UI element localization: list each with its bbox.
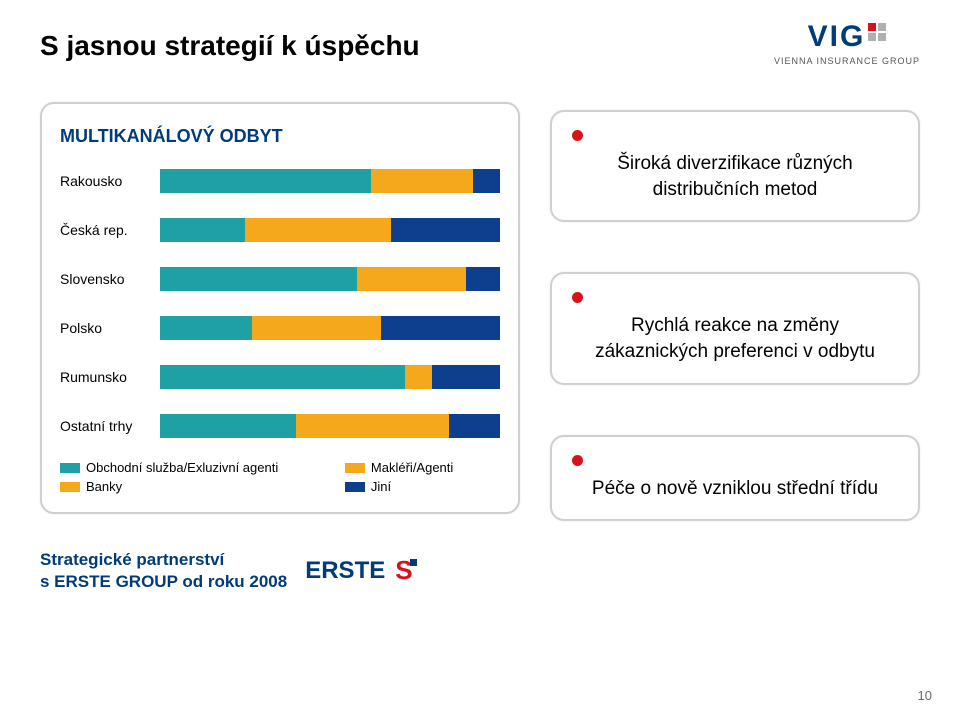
logo-sq bbox=[868, 23, 876, 31]
chart-bar-segment bbox=[381, 316, 500, 340]
chart-bar-segment bbox=[160, 169, 371, 193]
chart-bar-segment bbox=[160, 267, 357, 291]
erste-logo: ERSTE S bbox=[305, 557, 419, 585]
chart-category-label: Ostatní trhy bbox=[60, 418, 160, 434]
chart-category-label: Rakousko bbox=[60, 173, 160, 189]
chart-bar bbox=[160, 365, 500, 389]
partner-row: Strategické partnerství s ERSTE GROUP od… bbox=[40, 549, 920, 593]
erste-text: ERSTE bbox=[305, 557, 385, 585]
callout-box: Rychlá reakce na změny zákaznických pref… bbox=[550, 272, 920, 384]
chart-bar-segment bbox=[405, 365, 432, 389]
legend-label: Banky bbox=[86, 479, 122, 494]
partner-line1: Strategické partnerství bbox=[40, 550, 224, 569]
chart-category-label: Rumunsko bbox=[60, 369, 160, 385]
chart-bar-segment bbox=[391, 218, 500, 242]
chart-heading: MULTIKANÁLOVÝ ODBYT bbox=[60, 126, 500, 147]
legend-swatch bbox=[60, 463, 80, 473]
chart-bar-segment bbox=[371, 169, 473, 193]
legend-item: Obchodní služba/Exluzivní agenti bbox=[60, 460, 325, 475]
chart-legend: Obchodní služba/Exluzivní agenti Makléři/… bbox=[60, 460, 500, 494]
erste-dot bbox=[410, 559, 417, 566]
legend-item: Jiní bbox=[345, 479, 500, 494]
chart-panel: MULTIKANÁLOVÝ ODBYT Rakousko Česká rep. Sl… bbox=[40, 102, 520, 514]
legend-swatch bbox=[345, 482, 365, 492]
callouts-column: Široká diverzifikace různých distribuční… bbox=[550, 102, 920, 521]
chart-bar-segment bbox=[160, 365, 405, 389]
slide: S jasnou strategií k úspěchu VIG VIENNA … bbox=[0, 0, 960, 718]
chart-category-label: Slovensko bbox=[60, 271, 160, 287]
callout-box: Péče o nově vzniklou střední třídu bbox=[550, 435, 920, 522]
legend-label: Makléři/Agenti bbox=[371, 460, 453, 475]
logo-text: VIG bbox=[808, 20, 866, 54]
chart-body: Rakousko Česká rep. Slovensko Polsko Rumunsk… bbox=[60, 169, 500, 438]
callout-text: Rychlá reakce na změny zákaznických pref… bbox=[572, 313, 898, 364]
vig-logo: VIG VIENNA INSURANCE GROUP bbox=[774, 20, 920, 66]
content-row: MULTIKANÁLOVÝ ODBYT Rakousko Česká rep. Sl… bbox=[40, 102, 920, 521]
callout-text: Péče o nově vzniklou střední třídu bbox=[572, 476, 898, 502]
chart-bar-segment bbox=[449, 414, 500, 438]
chart-bar-segment bbox=[473, 169, 500, 193]
legend-item: Makléři/Agenti bbox=[345, 460, 500, 475]
partner-text: Strategické partnerství s ERSTE GROUP od… bbox=[40, 549, 287, 593]
legend-swatch bbox=[345, 463, 365, 473]
chart-bar-segment bbox=[160, 316, 252, 340]
chart-bar bbox=[160, 267, 500, 291]
chart-bar-segment bbox=[466, 267, 500, 291]
logo-main: VIG bbox=[808, 20, 887, 54]
chart-category-label: Česká rep. bbox=[60, 222, 160, 238]
chart-bar bbox=[160, 218, 500, 242]
legend-label: Obchodní služba/Exluzivní agenti bbox=[86, 460, 278, 475]
chart-bar-segment bbox=[160, 414, 296, 438]
chart-category-label: Polsko bbox=[60, 320, 160, 336]
logo-sq bbox=[868, 33, 876, 41]
page-number: 10 bbox=[918, 688, 932, 703]
chart-bar bbox=[160, 316, 500, 340]
callout-text: Široká diverzifikace různých distribuční… bbox=[572, 151, 898, 202]
logo-sq bbox=[878, 23, 886, 31]
bullet-icon bbox=[572, 292, 583, 303]
partner-line2: s ERSTE GROUP od roku 2008 bbox=[40, 572, 287, 591]
logo-subtext: VIENNA INSURANCE GROUP bbox=[774, 56, 920, 66]
chart-bar-segment bbox=[252, 316, 381, 340]
logo-squares-icon bbox=[868, 23, 886, 41]
legend-item: Banky bbox=[60, 479, 325, 494]
chart-bar-segment bbox=[245, 218, 391, 242]
chart-bar bbox=[160, 414, 500, 438]
legend-swatch bbox=[60, 482, 80, 492]
chart-bar-segment bbox=[160, 218, 245, 242]
chart-bar bbox=[160, 169, 500, 193]
chart-bar-segment bbox=[357, 267, 466, 291]
chart-bar-segment bbox=[296, 414, 449, 438]
callout-box: Široká diverzifikace různých distribuční… bbox=[550, 110, 920, 222]
legend-label: Jiní bbox=[371, 479, 391, 494]
erste-mark-icon: S bbox=[391, 557, 419, 585]
bullet-icon bbox=[572, 455, 583, 466]
logo-sq bbox=[878, 33, 886, 41]
chart-bar-segment bbox=[432, 365, 500, 389]
bullet-icon bbox=[572, 130, 583, 141]
